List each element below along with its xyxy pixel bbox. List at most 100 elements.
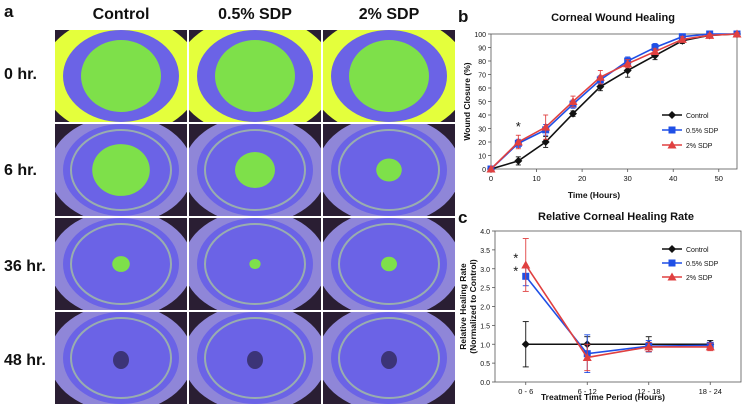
y-axis-label: Relative Healing Rate [458,263,468,350]
legend-marker [668,259,676,267]
panel-a-letter: a [4,2,14,21]
row-header-48hr: 48 hr. [4,352,46,369]
eye-photo [323,124,455,216]
data-point [705,342,715,351]
y-tick-label: 30 [478,127,486,134]
y-tick-label: 1.5 [480,323,490,330]
eye-photo [189,124,321,216]
wound-stain [349,40,429,112]
legend-marker [668,111,676,119]
corneal-rim [70,223,172,305]
y-tick-label: 0.5 [480,361,490,368]
x-tick-label: 12 - 18 [637,387,660,396]
data-point [596,82,605,91]
y-tick-label: 2.5 [480,286,490,293]
series-line [525,275,711,355]
panel-c-letter: c [458,208,467,227]
legend-label: 2% SDP [686,143,713,150]
y-tick-label: 10 [478,154,486,161]
column-header-high-sdp: 2% SDP [358,6,420,23]
legend-label: Control [686,113,709,120]
y-tick-label: 4.0 [480,229,490,236]
panel-b-letter: b [458,7,468,26]
wound-stain [112,256,130,272]
y-tick-label: 0 [482,167,486,174]
wound-stain [215,40,295,112]
wound-stain [235,152,275,188]
significance-marker: * [513,264,518,279]
data-point [623,59,633,68]
wound-stain [381,256,397,272]
legend-label: 2% SDP [686,275,713,282]
y-tick-label: 50 [478,100,486,107]
column-header-control: Control [92,6,150,23]
data-point [623,66,632,75]
y-tick-label: 70 [478,73,486,80]
series-line [490,33,738,170]
x-tick-label: 40 [669,174,677,183]
eye-photo [55,218,187,310]
x-tick-label: 10 [532,174,540,183]
data-point [644,342,654,351]
data-point [486,164,496,173]
legend-marker [668,245,676,253]
significance-marker: * [513,250,518,265]
corneal-rim [338,223,440,305]
significance-marker: * [516,119,521,134]
legend-label: Control [686,247,709,254]
y-axis-sublabel: (Normalized to Control) [468,259,478,354]
data-point [569,109,577,118]
eye-photo [189,30,321,122]
corneal-rim [204,317,306,399]
y-tick-label: 2.0 [480,305,490,312]
row-header-0hr: 0 hr. [4,66,37,83]
x-tick-label: 0 [489,174,493,183]
corneal-rim [338,317,440,399]
pupil [381,351,397,369]
data-point [568,97,578,105]
row-header-36hr: 36 hr. [4,258,46,275]
x-tick-label: 18 - 24 [699,387,722,396]
data-point [582,352,592,361]
data-point [513,137,523,146]
wound-stain [81,40,161,112]
wound-healing-chart: b Corneal Wound Healing 0 10 20 30 40 50 60 70 80 9… [458,7,742,200]
legend-label: 0.5% SDP [686,261,719,268]
eye-photo [189,312,321,404]
x-tick-label: 0 - 6 [518,387,533,396]
data-point [705,30,715,39]
y-tick-label: 3.5 [480,248,490,255]
y-tick-label: 0.0 [480,380,490,387]
eye-photo [323,30,455,122]
data-point [541,138,550,146]
eye-photo [323,312,455,404]
y-tick-label: 80 [478,59,486,66]
y-tick-label: 40 [478,113,486,120]
data-point [677,34,687,43]
corneal-rim [204,223,306,305]
x-tick-label: 6 - 12 [578,387,597,396]
pupil [113,351,129,369]
data-point [650,47,660,56]
y-tick-label: 1.0 [480,342,490,349]
y-tick-label: 100 [474,32,486,39]
corneal-rim [204,129,306,211]
eye-photo [55,312,187,404]
data-point [514,156,523,165]
y-axis-label: Wound Closure (%) [462,62,472,140]
data-point [595,72,605,81]
wound-stain [376,158,402,182]
legend-marker [667,272,677,281]
data-point [521,340,530,349]
y-tick-label: 60 [478,86,486,93]
data-point [521,260,531,269]
eye-photo [323,218,455,310]
legend-label: 0.5% SDP [686,128,719,135]
wound-stain [92,144,150,196]
chart-title: Relative Corneal Healing Rate [538,211,694,223]
y-tick-label: 3.0 [480,267,490,274]
wound-stain [249,258,261,270]
eye-photo [55,124,187,216]
y-tick-label: 20 [478,140,486,147]
column-header-low-sdp: 0.5% SDP [218,6,292,23]
